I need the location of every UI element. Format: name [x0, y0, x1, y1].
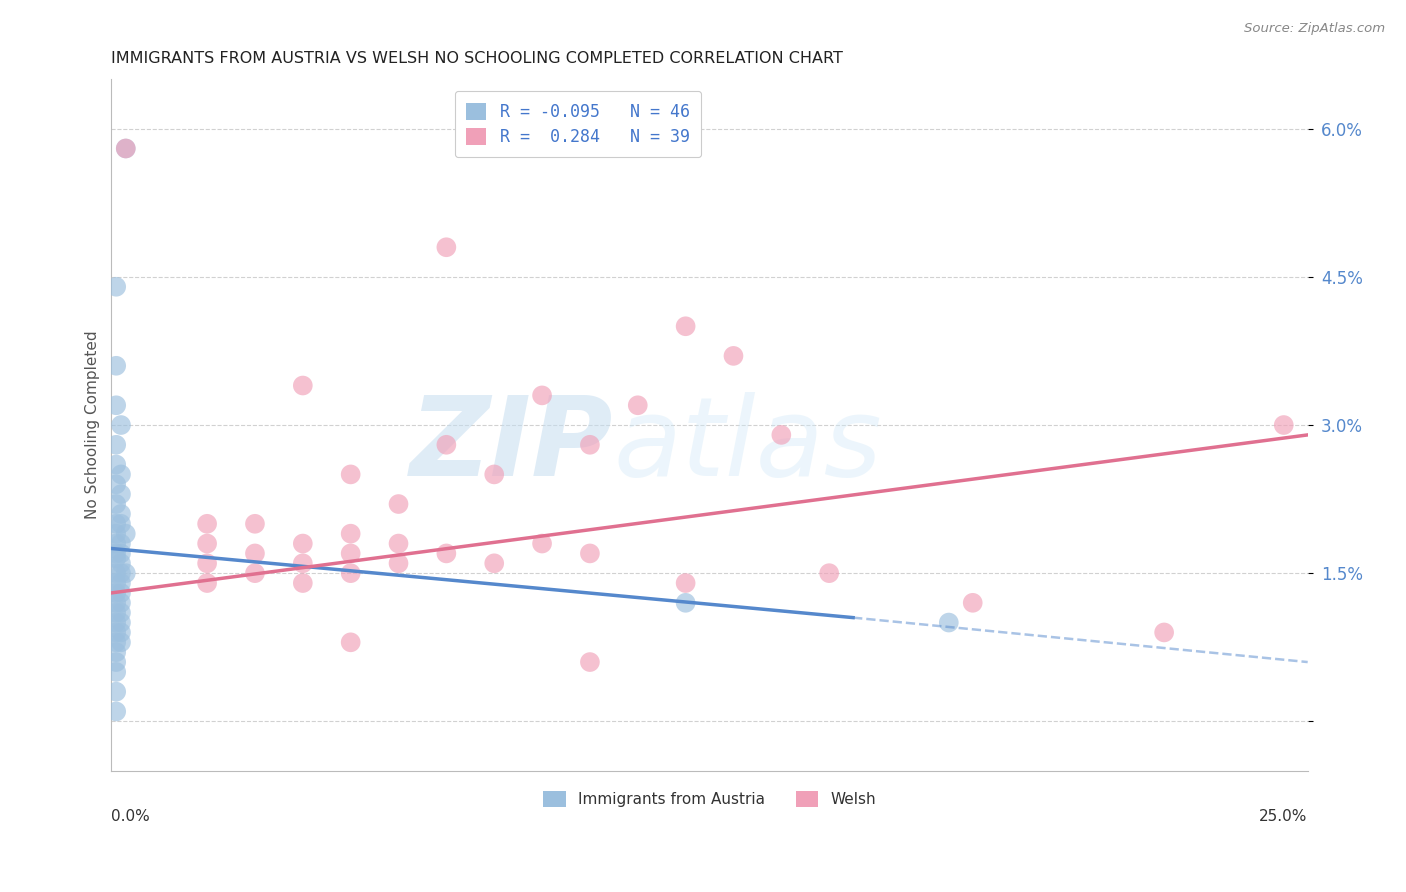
Point: [105, 438, 128, 452]
Point: [110, 546, 132, 560]
Point: [105, 606, 128, 620]
Point: [1153, 625, 1175, 640]
Point: [387, 536, 409, 550]
Point: [627, 398, 650, 412]
Point: [105, 596, 128, 610]
Point: [110, 606, 132, 620]
Point: [105, 635, 128, 649]
Point: [110, 586, 132, 600]
Point: [291, 576, 314, 591]
Text: 0.0%: 0.0%: [111, 809, 150, 823]
Point: [105, 576, 128, 591]
Point: [387, 556, 409, 570]
Point: [291, 556, 314, 570]
Point: [110, 417, 132, 432]
Point: [531, 536, 554, 550]
Point: [291, 378, 314, 392]
Point: [110, 556, 132, 570]
Point: [105, 279, 128, 293]
Point: [770, 428, 793, 442]
Point: [484, 467, 506, 482]
Point: [105, 477, 128, 491]
Point: [938, 615, 960, 630]
Point: [105, 536, 128, 550]
Point: [110, 507, 132, 521]
Text: ZIP: ZIP: [411, 392, 614, 500]
Legend: Immigrants from Austria, Welsh: Immigrants from Austria, Welsh: [536, 784, 884, 815]
Point: [818, 566, 841, 581]
Point: [339, 467, 361, 482]
Point: [484, 556, 506, 570]
Point: [105, 516, 128, 531]
Point: [195, 536, 218, 550]
Point: [110, 536, 132, 550]
Point: [434, 546, 457, 560]
Point: [105, 586, 128, 600]
Point: [291, 536, 314, 550]
Point: [105, 497, 128, 511]
Point: [579, 655, 602, 669]
Text: 25.0%: 25.0%: [1260, 809, 1308, 823]
Point: [339, 566, 361, 581]
Point: [339, 546, 361, 560]
Point: [675, 319, 697, 334]
Point: [434, 438, 457, 452]
Point: [105, 615, 128, 630]
Point: [531, 388, 554, 402]
Point: [105, 458, 128, 472]
Point: [243, 566, 266, 581]
Point: [579, 546, 602, 560]
Point: [105, 398, 128, 412]
Point: [110, 635, 132, 649]
Point: [110, 625, 132, 640]
Point: [105, 684, 128, 698]
Point: [110, 596, 132, 610]
Point: [105, 566, 128, 581]
Point: [110, 615, 132, 630]
Point: [110, 566, 132, 581]
Point: [114, 566, 136, 581]
Point: [675, 576, 697, 591]
Point: [114, 141, 136, 155]
Point: [243, 516, 266, 531]
Text: atlas: atlas: [614, 392, 883, 500]
Point: [195, 556, 218, 570]
Point: [105, 665, 128, 679]
Point: [195, 516, 218, 531]
Point: [387, 497, 409, 511]
Point: [962, 596, 984, 610]
Point: [243, 546, 266, 560]
Point: [195, 576, 218, 591]
Point: [105, 526, 128, 541]
Point: [114, 141, 136, 155]
Point: [105, 645, 128, 659]
Point: [723, 349, 745, 363]
Point: [1272, 417, 1295, 432]
Point: [434, 240, 457, 254]
Point: [110, 516, 132, 531]
Point: [105, 359, 128, 373]
Text: IMMIGRANTS FROM AUSTRIA VS WELSH NO SCHOOLING COMPLETED CORRELATION CHART: IMMIGRANTS FROM AUSTRIA VS WELSH NO SCHO…: [111, 51, 844, 66]
Point: [339, 635, 361, 649]
Point: [105, 551, 128, 566]
Point: [579, 438, 602, 452]
Point: [110, 467, 132, 482]
Point: [105, 655, 128, 669]
Point: [114, 526, 136, 541]
Point: [675, 596, 697, 610]
Point: [105, 625, 128, 640]
Y-axis label: No Schooling Completed: No Schooling Completed: [86, 331, 100, 519]
Point: [110, 487, 132, 501]
Point: [339, 526, 361, 541]
Point: [105, 705, 128, 719]
Point: [110, 576, 132, 591]
Point: [105, 546, 128, 560]
Text: Source: ZipAtlas.com: Source: ZipAtlas.com: [1244, 22, 1385, 36]
